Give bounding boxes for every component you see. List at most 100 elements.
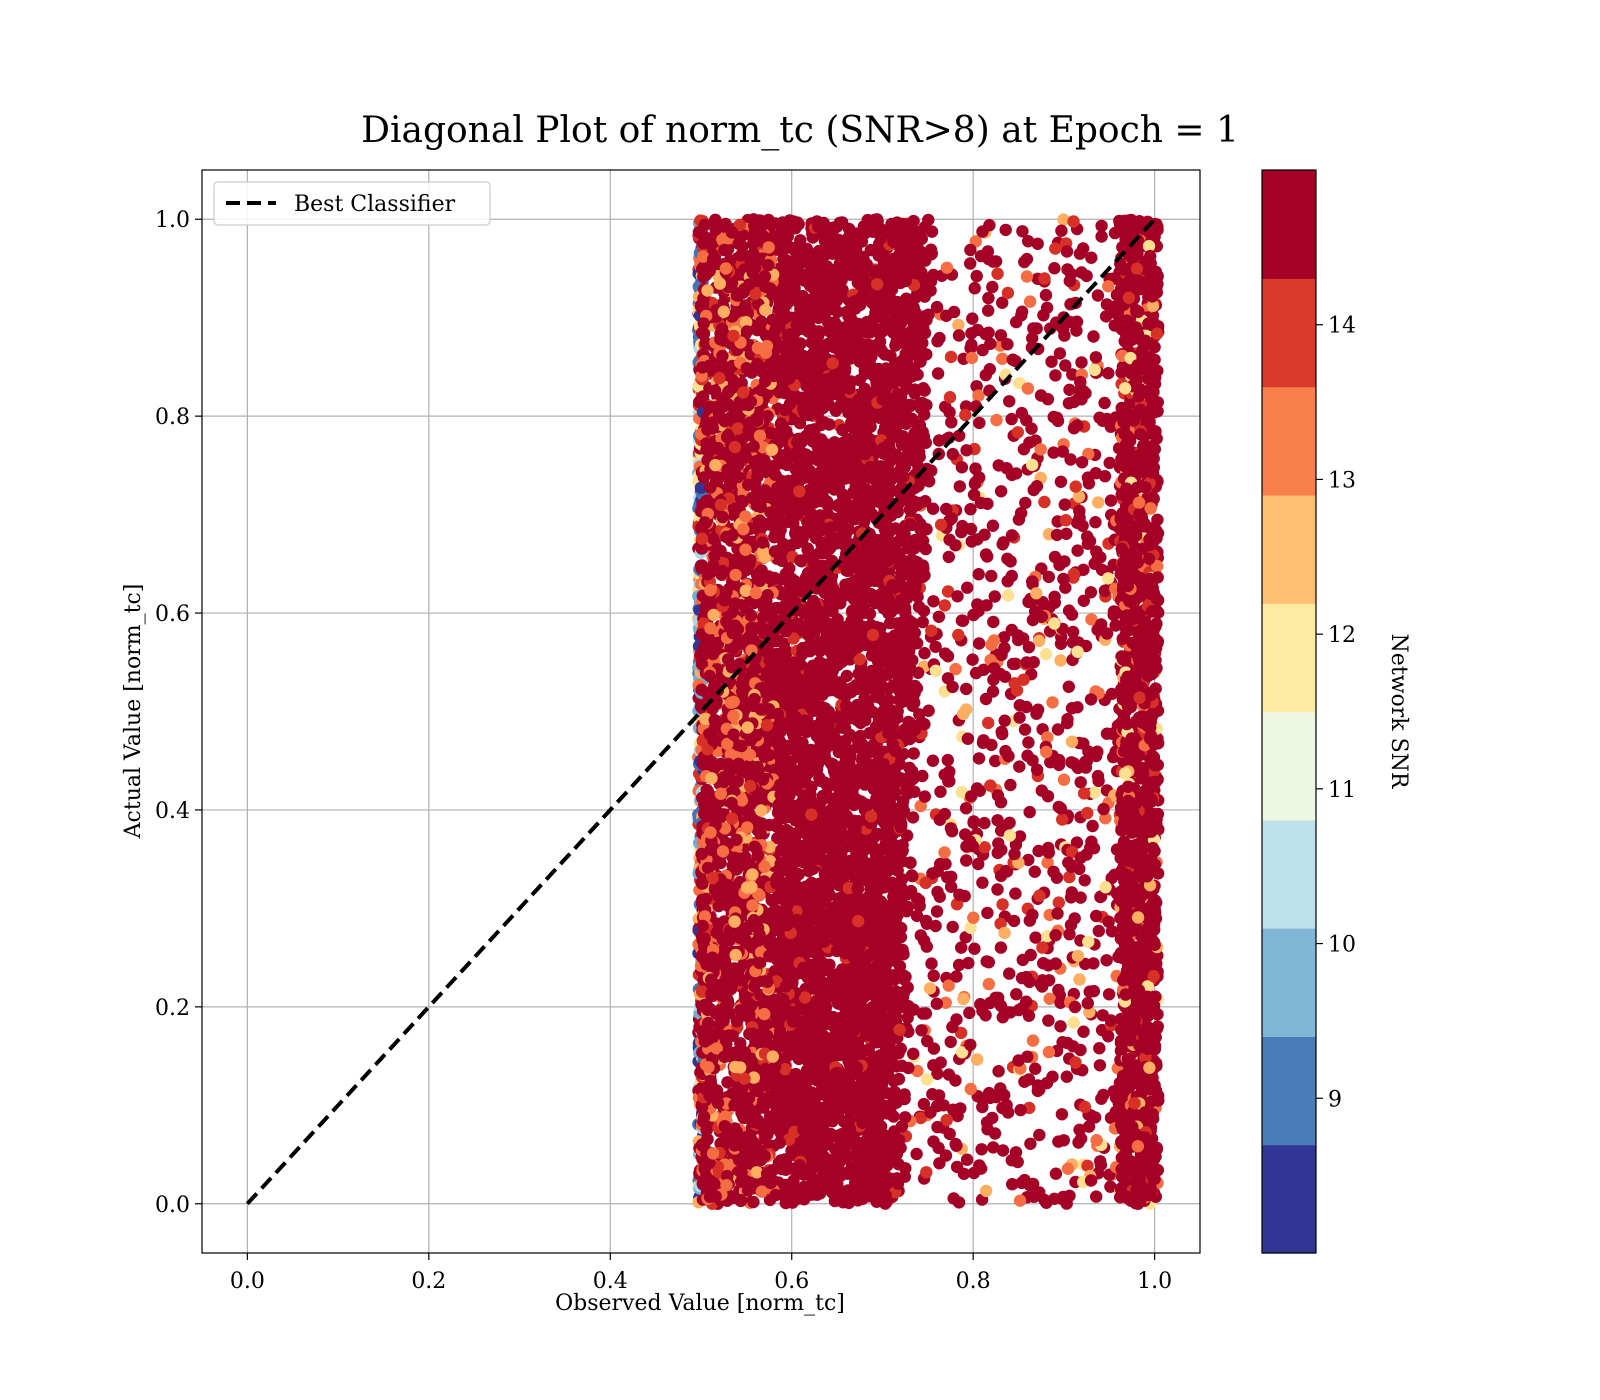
scatter-point — [1144, 1074, 1158, 1087]
scatter-point — [943, 406, 956, 419]
scatter-point — [966, 312, 979, 325]
scatter-point — [1084, 693, 1098, 706]
scatter-point — [918, 790, 931, 803]
scatter-point — [941, 650, 955, 663]
scatter-point — [1030, 587, 1043, 600]
scatter-point — [954, 1026, 968, 1040]
scatter-point — [981, 497, 994, 510]
scatter-point — [983, 219, 996, 232]
scatter-point — [1064, 918, 1078, 932]
scatter-point — [930, 905, 944, 918]
scatter-point — [969, 666, 983, 680]
scatter-point — [1042, 846, 1056, 859]
scatter-point — [1092, 496, 1105, 509]
scatter-point — [1085, 251, 1098, 264]
scatter-point — [964, 257, 977, 270]
scatter-point — [1117, 1015, 1130, 1029]
scatter-point — [959, 931, 972, 944]
scatter-point — [1011, 1155, 1024, 1169]
scatter-point — [1058, 329, 1071, 342]
scatter-point — [1054, 637, 1068, 650]
scatter-point — [1034, 443, 1047, 456]
scatter-point — [1136, 343, 1149, 357]
scatter-point — [1117, 745, 1131, 758]
scatter-point — [1009, 657, 1022, 670]
scatter-point — [1123, 595, 1136, 608]
scatter-point — [1119, 428, 1133, 442]
scatter-point — [960, 682, 973, 696]
scatter-point — [944, 822, 958, 835]
scatter-point — [1052, 983, 1065, 997]
scatter-point — [1010, 315, 1023, 329]
scatter-point — [1090, 1134, 1103, 1147]
scatter-point — [972, 389, 985, 402]
scatter-point — [1078, 1100, 1092, 1114]
scatter-point — [1049, 369, 1062, 382]
scatter-point — [1003, 967, 1016, 980]
scatter-point — [992, 1065, 1005, 1078]
scatter-point — [1102, 915, 1115, 928]
scatter-point — [1088, 557, 1101, 570]
scatter-point — [1136, 819, 1149, 832]
scatter-point — [1069, 1056, 1082, 1069]
scatter-point — [1072, 490, 1086, 503]
scatter-point — [1132, 305, 1145, 318]
scatter-point — [1033, 1128, 1046, 1142]
scatter-point — [1105, 925, 1119, 938]
scatter-point — [930, 300, 944, 314]
scatter-point — [1115, 401, 1128, 415]
scatter-point — [965, 535, 978, 548]
scatter-point — [1102, 367, 1115, 380]
scatter-point — [1121, 579, 1135, 593]
scatter-point — [1142, 317, 1155, 330]
scatter-point — [1032, 844, 1045, 858]
scatter-point — [1141, 870, 1154, 883]
scatter-point — [991, 883, 1004, 896]
scatter-point — [970, 269, 983, 283]
scatter-point — [1005, 529, 1019, 542]
scatter-point — [1009, 467, 1023, 480]
scatter-point — [1032, 342, 1045, 356]
scatter-point — [1091, 289, 1105, 302]
scatter-point — [1012, 513, 1026, 526]
scatter-point — [1143, 533, 1156, 546]
scatter-point — [1130, 481, 1144, 494]
scatter-point — [1075, 356, 1088, 369]
scatter-point — [1104, 1180, 1117, 1193]
scatter-point — [931, 1120, 944, 1134]
scatter-point — [1058, 498, 1072, 511]
scatter-point — [1144, 653, 1157, 667]
scatter-point — [1031, 237, 1044, 250]
scatter-point — [1026, 458, 1039, 472]
scatter-point — [1067, 1016, 1080, 1029]
scatter-point — [1019, 995, 1033, 1008]
scatter-point — [1003, 816, 1016, 829]
scatter-point — [982, 956, 995, 969]
scatter-point — [1055, 1108, 1069, 1121]
scatter-point — [1003, 829, 1017, 842]
scatter-point — [1091, 769, 1105, 783]
scatter-point — [953, 480, 966, 493]
scatter-point — [959, 408, 972, 422]
scatter-point — [998, 714, 1011, 727]
scatter-point — [1059, 359, 1072, 372]
scatter-point — [990, 413, 1003, 427]
scatter-point — [1132, 895, 1146, 908]
scatter-point — [1093, 1059, 1107, 1072]
scatter-point — [979, 1184, 993, 1198]
scatter-point — [914, 799, 927, 813]
scatter-point — [919, 876, 932, 890]
scatter-point — [969, 462, 982, 475]
scatter-point — [1120, 936, 1133, 949]
scatter-point — [1071, 645, 1084, 658]
scatter-point — [1074, 1043, 1087, 1057]
scatter-point — [965, 338, 978, 351]
scatter-point — [1026, 575, 1039, 588]
scatter-point — [1081, 806, 1094, 820]
scatter-point — [973, 416, 986, 430]
scatter-point — [938, 846, 951, 859]
scatter-point — [940, 1113, 953, 1127]
scatter-point — [920, 1166, 933, 1179]
scatter-point — [986, 1111, 999, 1125]
scatter-point — [984, 779, 997, 792]
